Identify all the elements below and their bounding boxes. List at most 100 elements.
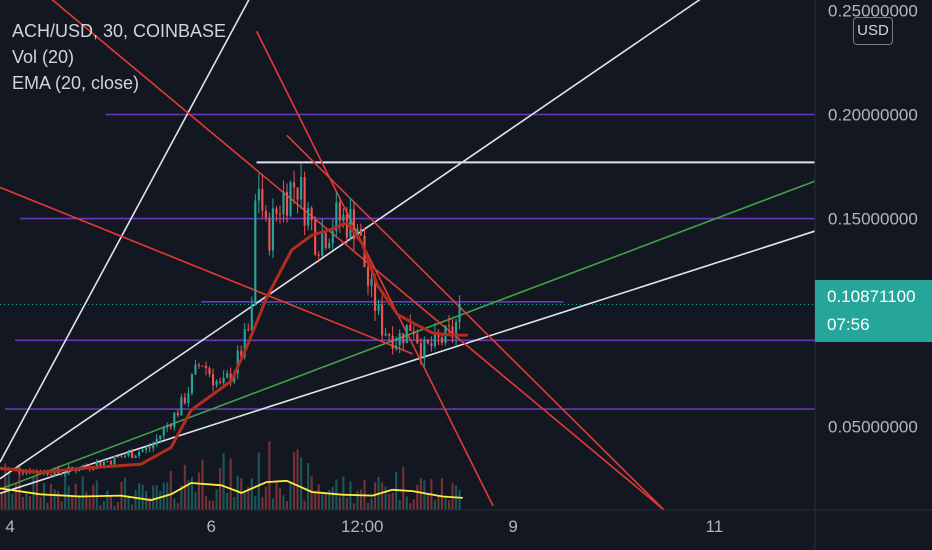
candle-body: [162, 427, 165, 436]
volume-bar: [204, 496, 208, 510]
candle-body: [176, 412, 179, 416]
candle-body: [240, 350, 243, 357]
volume-bar: [123, 477, 127, 510]
candle-body: [310, 208, 313, 220]
volume-bar: [275, 482, 278, 510]
candle-body: [120, 456, 123, 458]
volume-bar: [11, 493, 14, 510]
time-tick-label: 9: [508, 517, 517, 536]
candle-body: [14, 467, 17, 469]
candle-body: [296, 187, 299, 200]
candle-body: [377, 304, 380, 311]
volume-bar: [78, 495, 81, 510]
candle-body: [145, 447, 148, 450]
volume-bar: [109, 496, 112, 510]
candle-body: [317, 254, 320, 256]
candle-body: [412, 331, 415, 335]
candle-body: [257, 188, 260, 201]
volume-bar: [300, 457, 303, 510]
volume-bar: [433, 499, 436, 510]
volume-bar: [148, 497, 151, 510]
candle-body: [275, 208, 278, 214]
volume-bar: [402, 466, 405, 510]
candle-body: [222, 377, 225, 383]
volume-bar: [426, 493, 429, 510]
candle-body: [335, 202, 338, 232]
volume-bar: [102, 501, 105, 510]
volume-indicator-label[interactable]: Vol (20): [12, 47, 75, 67]
volume-bar: [356, 490, 359, 510]
candle-body: [92, 468, 95, 470]
candle-body: [141, 449, 144, 452]
candle-body: [430, 343, 433, 347]
candle-body: [373, 278, 377, 311]
candle-body: [391, 335, 394, 349]
candle-body: [419, 343, 422, 359]
price-tick-label: 0.05000000: [828, 418, 918, 437]
candle-body: [226, 373, 229, 378]
candle-body: [324, 232, 327, 248]
candle-body: [155, 438, 158, 445]
candle-body: [247, 329, 250, 331]
volume-bar: [180, 485, 183, 510]
volume-bar: [46, 502, 49, 510]
candle-body: [405, 324, 408, 344]
volume-bar: [321, 491, 324, 510]
candle-body: [402, 333, 405, 344]
candle-body: [426, 339, 429, 344]
volume-bar: [271, 498, 274, 510]
volume-bar: [81, 476, 84, 510]
volume-bar: [28, 495, 31, 510]
volume-bar: [64, 475, 67, 510]
volume-bar: [131, 504, 134, 510]
candle-body: [127, 452, 130, 457]
candle-body: [215, 381, 218, 386]
volume-bar: [440, 478, 444, 510]
volume-bar: [99, 505, 102, 510]
candle-body: [440, 337, 444, 343]
volume-bar: [215, 489, 218, 510]
candle-body: [271, 208, 274, 251]
candle-body: [433, 331, 436, 347]
volume-bar: [423, 480, 426, 510]
candle-body: [148, 447, 151, 449]
candle-body: [458, 303, 461, 323]
volume-bar: [388, 494, 391, 510]
candle-body: [109, 460, 112, 465]
volume-bar: [35, 472, 39, 510]
chart-legend: ACH/USD, 30, COINBASE Vol (20) EMA (20, …: [12, 18, 226, 96]
volume-bar: [292, 452, 296, 510]
candle-body: [261, 188, 264, 211]
volume-bar: [303, 500, 306, 510]
candle-body: [21, 472, 24, 474]
candle-body: [345, 214, 348, 238]
candle-body: [212, 374, 215, 386]
volume-bar: [226, 492, 229, 510]
candle-body: [338, 202, 341, 221]
volume-bar: [384, 486, 387, 510]
candle-body: [328, 243, 331, 248]
candle-body: [134, 455, 137, 458]
candle-body: [243, 329, 246, 357]
candle-body: [254, 200, 257, 305]
volume-bar: [395, 472, 398, 510]
volume-bar: [268, 441, 271, 510]
candle-body: [282, 191, 285, 215]
currency-button[interactable]: USD: [853, 17, 893, 45]
volume-bar: [310, 476, 313, 510]
trend-lines: [0, 0, 816, 511]
volume-bar: [352, 503, 355, 510]
ema-indicator-label[interactable]: EMA (20, close): [12, 73, 140, 93]
candle-body: [159, 435, 162, 439]
volume-bar: [314, 492, 317, 510]
volume-ma-line: [0, 479, 463, 501]
symbol-label[interactable]: ACH/USD, 30, COINBASE: [12, 21, 227, 41]
candle-body: [102, 461, 105, 466]
volume-bar: [169, 471, 172, 510]
volume-bar: [25, 493, 28, 510]
candle-body: [285, 191, 289, 216]
volume-bar: [176, 503, 179, 510]
volume-bar: [416, 484, 419, 510]
volume-bar: [236, 475, 239, 510]
